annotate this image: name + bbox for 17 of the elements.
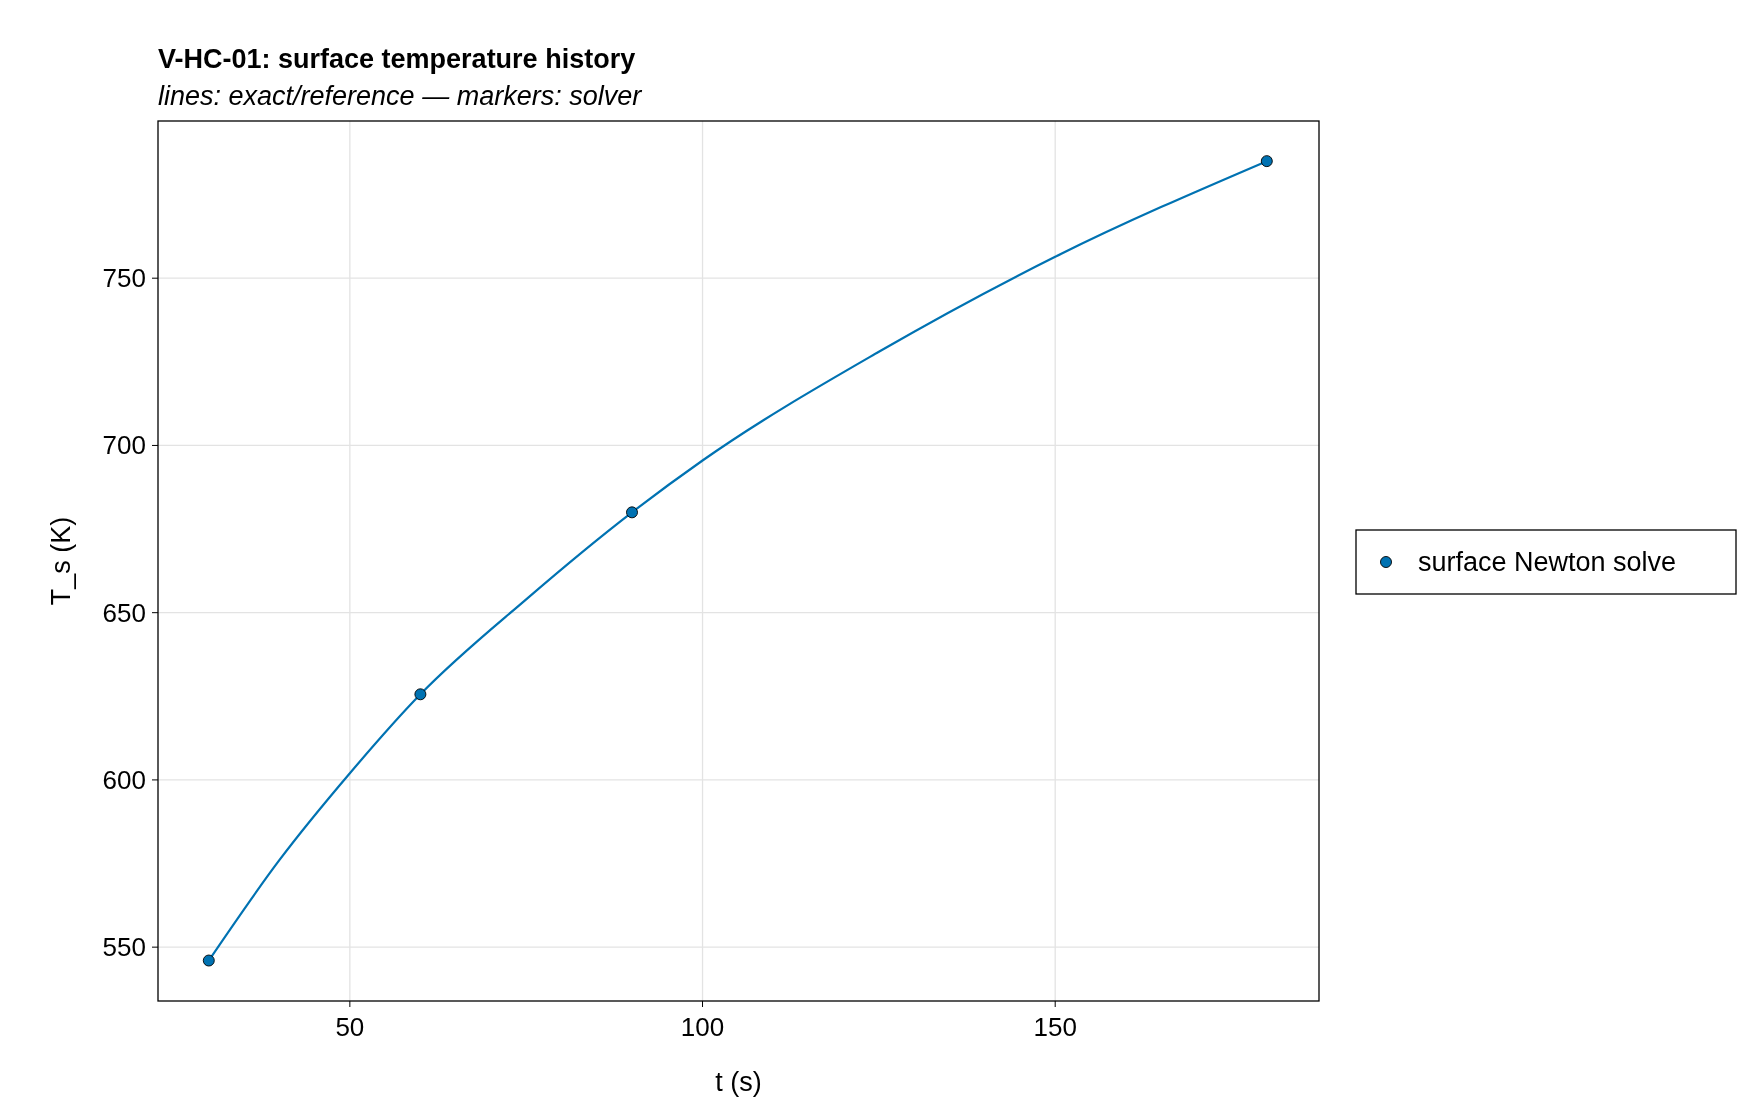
chart-subtitle: lines: exact/reference — markers: solver <box>158 81 643 111</box>
point <box>626 506 638 519</box>
y-tick-label: 700 <box>102 430 146 461</box>
x-tick-label: 100 <box>680 1012 725 1042</box>
x-tick-label: 50 <box>335 1012 365 1042</box>
point <box>1260 155 1273 168</box>
point <box>202 954 215 967</box>
y-tick-label: 600 <box>102 764 146 795</box>
y-axis-title: T_s (K) <box>46 516 76 606</box>
y-tick-label: 650 <box>102 597 146 628</box>
legend-label: surface Newton solve <box>1418 547 1677 577</box>
y-tick-label: 550 <box>102 932 146 963</box>
y-tick-label: 750 <box>102 263 146 294</box>
point <box>414 688 427 701</box>
x-tick-label: 150 <box>1033 1012 1077 1042</box>
chart-title: V-HC-01: surface temperature history <box>158 44 636 74</box>
x-axis-title: t (s) <box>715 1067 762 1097</box>
